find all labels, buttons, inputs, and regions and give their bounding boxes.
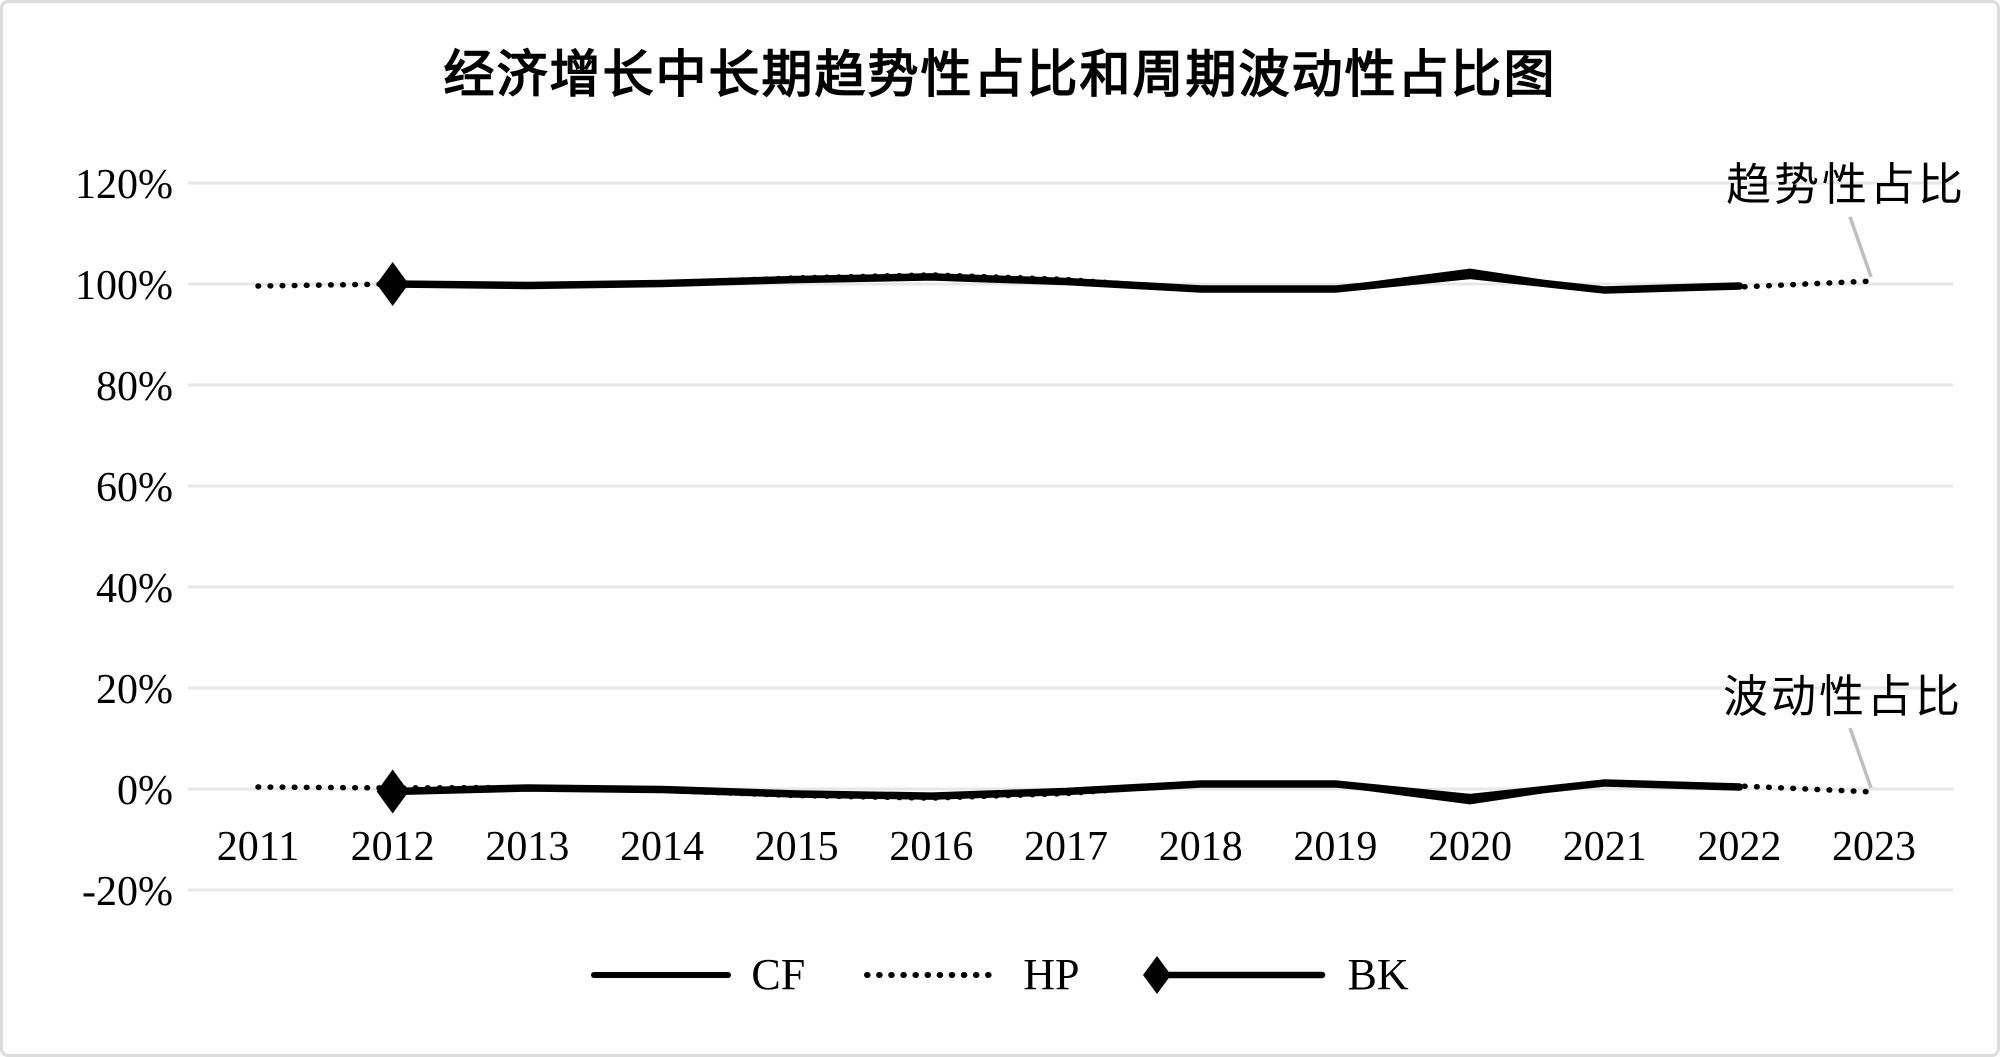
x-axis-tick-label: 2015: [755, 824, 839, 870]
y-axis-tick-label: 60%: [96, 465, 173, 511]
legend-item-bk: BK: [1137, 949, 1409, 1000]
x-axis-tick-label: 2019: [1293, 824, 1377, 870]
x-axis-tick-label: 2023: [1832, 824, 1916, 870]
annotation-volatility-share: 波动性占比: [1723, 672, 1964, 722]
annotation-trend-share: 趋势性占比: [1726, 160, 1967, 210]
annotation-leader-line: [1848, 216, 1873, 278]
legend-item-hp: HP: [863, 949, 1079, 1000]
y-axis-tick-label: 100%: [75, 263, 173, 309]
legend-label-hp: HP: [1023, 950, 1080, 999]
x-axis-tick-label: 2021: [1563, 824, 1647, 870]
x-axis-tick-label: 2012: [351, 824, 435, 870]
y-axis-tick-label: 80%: [96, 364, 173, 410]
x-axis-tick-label: 2018: [1159, 824, 1243, 870]
cf-line-sample-icon: [591, 971, 732, 978]
legend-label-cf: CF: [751, 950, 806, 999]
series-line-hp: [255, 780, 1877, 801]
x-axis-tick-label: 2022: [1697, 824, 1781, 870]
bk-diamond-marker-icon: [376, 769, 409, 814]
x-axis-tick-label: 2014: [620, 824, 704, 870]
y-axis-tick-label: 0%: [117, 768, 173, 814]
x-axis-tick-label: 2013: [485, 824, 569, 870]
legend: CF HP BK: [3, 949, 1997, 1000]
bk-diamond-line-sample-icon: [1143, 955, 1326, 994]
legend-label-bk: BK: [1347, 950, 1409, 999]
legend-item-cf: CF: [591, 949, 805, 1000]
chart-title: 经济增长中长期趋势性占比和周期波动性占比图: [443, 48, 1557, 104]
y-axis-tick-label: 20%: [96, 667, 173, 713]
y-axis-tick-label: 40%: [96, 566, 173, 612]
y-axis-tick-label: -20%: [82, 869, 173, 915]
y-axis-tick-label: 120%: [75, 162, 173, 208]
x-axis-tick-label: 2017: [1024, 824, 1108, 870]
x-axis-tick-label: 2011: [217, 824, 299, 870]
hp-dotted-line-sample-icon: [864, 971, 1004, 978]
annotation-leader-line: [1848, 727, 1873, 789]
x-axis-tick-label: 2020: [1428, 824, 1512, 870]
plot-area: 120% 100% 80% 60% 40% 20% 0% -20% 2011 2012 2013 20…: [75, 162, 1953, 915]
x-axis-tick-label: 2016: [889, 824, 973, 870]
series-line-hp: [255, 272, 1877, 293]
